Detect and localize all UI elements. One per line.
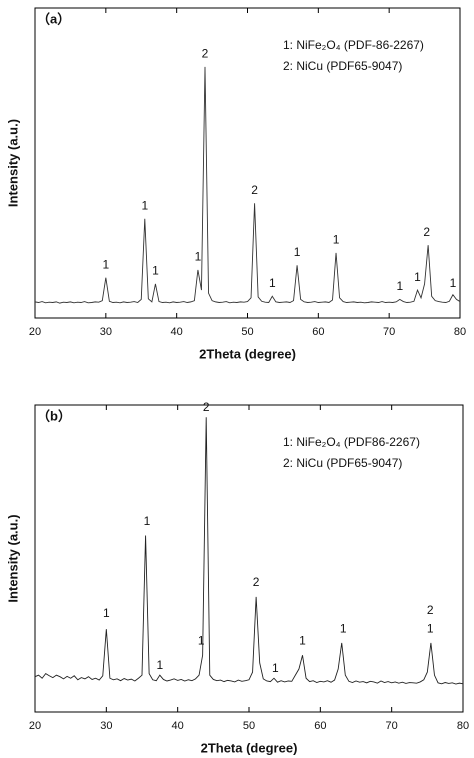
peak-label: 2 <box>202 47 209 61</box>
peak-label: 2 <box>423 225 430 239</box>
peak-label: 1 <box>414 270 421 284</box>
x-tick-label: 60 <box>312 326 324 338</box>
legend-text: 2: NiCu (PDF65-9047) <box>283 59 402 73</box>
peak-label: 1 <box>396 279 403 293</box>
legend-text: 2: NiCu (PDF65-9047) <box>283 456 402 470</box>
x-tick-label: 50 <box>243 720 255 732</box>
xrd-line <box>34 417 464 685</box>
legend-text: 1: NiFe₂O₄ (PDF86-2267) <box>283 435 420 449</box>
x-tick-label: 80 <box>457 720 469 732</box>
x-axis-label: 2Theta (degree) <box>199 346 296 361</box>
peak-label: 2 <box>203 400 210 414</box>
plot-frame <box>34 404 464 713</box>
peak-label: 2 <box>427 603 434 617</box>
peak-label: 1 <box>152 264 159 278</box>
peak-label: 2 <box>251 183 258 197</box>
peak-label: 1 <box>103 606 110 620</box>
x-tick-label: 20 <box>29 720 41 732</box>
peak-label: 1 <box>272 661 279 675</box>
x-tick-label: 40 <box>171 326 183 338</box>
x-tick-label: 80 <box>454 326 466 338</box>
x-tick-label: 70 <box>383 326 395 338</box>
x-tick-label: 60 <box>314 720 326 732</box>
y-axis-label: Intensity (a.u.) <box>5 119 20 207</box>
peak-label: 1 <box>427 621 434 635</box>
x-tick-label: 30 <box>100 326 112 338</box>
peak-label: 1 <box>195 250 202 264</box>
peak-label: 1 <box>144 514 151 528</box>
peak-label: 1 <box>141 199 148 213</box>
peak-label: 1 <box>333 233 340 247</box>
x-axis-label: 2Theta (degree) <box>201 740 298 755</box>
peak-label: 1 <box>299 634 306 648</box>
legend-text: 1: NiFe₂O₄ (PDF-86-2267) <box>283 38 424 52</box>
peak-label: 1 <box>156 658 163 672</box>
y-axis-label: Intensity (a.u.) <box>5 514 20 602</box>
peak-label: 1 <box>269 276 276 290</box>
peak-label: 1 <box>198 634 205 648</box>
panel-label: （b） <box>37 408 71 423</box>
x-tick-label: 30 <box>100 720 112 732</box>
peak-label: 2 <box>253 575 260 589</box>
xrd-line <box>34 66 461 304</box>
x-tick-label: 20 <box>29 326 41 338</box>
peak-label: 1 <box>450 276 457 290</box>
peak-label: 1 <box>294 245 301 259</box>
panel-label: （a） <box>37 11 70 26</box>
x-tick-label: 70 <box>386 720 398 732</box>
plot-frame <box>34 7 461 319</box>
x-tick-label: 50 <box>241 326 253 338</box>
peak-label: 1 <box>340 621 347 635</box>
peak-label: 1 <box>102 257 109 271</box>
x-tick-label: 40 <box>172 720 184 732</box>
